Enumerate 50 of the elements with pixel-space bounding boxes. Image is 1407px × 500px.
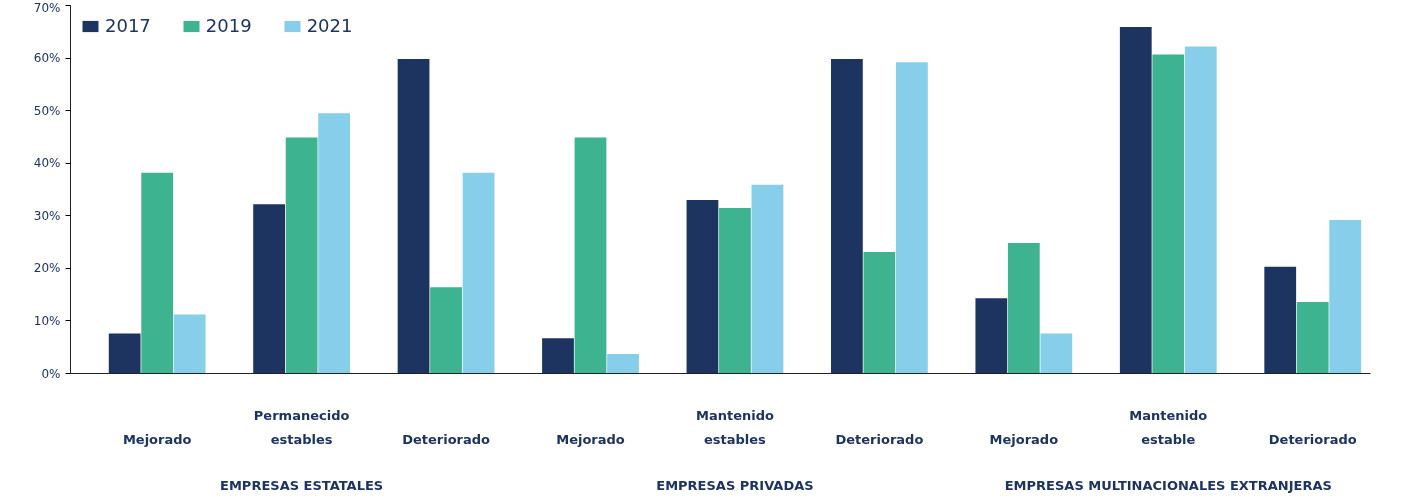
category-label: Mantenido estable	[1129, 407, 1208, 447]
bar	[863, 252, 896, 374]
bar	[462, 172, 495, 374]
bar	[1119, 27, 1152, 374]
y-tick-label: 20%	[33, 261, 61, 276]
bar	[542, 338, 574, 374]
bar	[607, 354, 639, 374]
bar	[1296, 302, 1329, 374]
y-tick-label: 50%	[33, 103, 61, 118]
legend-label: 2017	[105, 15, 151, 36]
y-tick-label: 60%	[33, 51, 61, 66]
bar	[831, 59, 863, 374]
bar	[1040, 333, 1073, 374]
category-label: Mantenido estables	[695, 407, 774, 447]
bar	[173, 314, 206, 374]
bar	[751, 184, 784, 374]
bar	[574, 137, 607, 374]
text: EMPRESAS MULTINACIONALES EXTRANJERAS	[1004, 477, 1332, 493]
legend-label: 2019	[205, 15, 252, 36]
bar	[1184, 46, 1217, 374]
y-tick-label: 0%	[41, 366, 61, 381]
y-tick-label: 40%	[33, 156, 61, 171]
bar	[896, 62, 928, 374]
bar	[1329, 219, 1362, 374]
bar	[430, 287, 462, 374]
bar	[1264, 266, 1297, 374]
x-tick-label: Deteriorado	[835, 431, 924, 447]
y-tick-label: 10%	[33, 313, 61, 328]
y-tick-label: 70%	[33, 0, 61, 15]
x-tick-label: Deteriorado	[1268, 431, 1357, 447]
x-tick-label: Mejorado	[122, 431, 192, 447]
bar	[686, 200, 719, 374]
category-label: Permanecido estables	[253, 407, 350, 447]
x-tick-label: Mejorado	[556, 431, 625, 447]
x-tick-label: Mejorado	[989, 431, 1059, 447]
y-tick-label: 30%	[33, 208, 61, 223]
x-tick-label: Deteriorado	[402, 431, 491, 447]
bar	[975, 298, 1008, 374]
bar	[108, 333, 141, 374]
bar	[719, 207, 751, 374]
text: EMPRESAS ESTATALES	[220, 477, 384, 493]
bar	[318, 113, 350, 374]
bar	[397, 59, 430, 374]
bar	[141, 172, 174, 374]
bar	[1152, 54, 1185, 374]
bar	[253, 204, 285, 374]
bar	[1007, 243, 1040, 374]
legend-label: 2021	[306, 15, 353, 36]
bar	[285, 137, 318, 374]
text: EMPRESAS PRIVADAS	[656, 477, 814, 493]
